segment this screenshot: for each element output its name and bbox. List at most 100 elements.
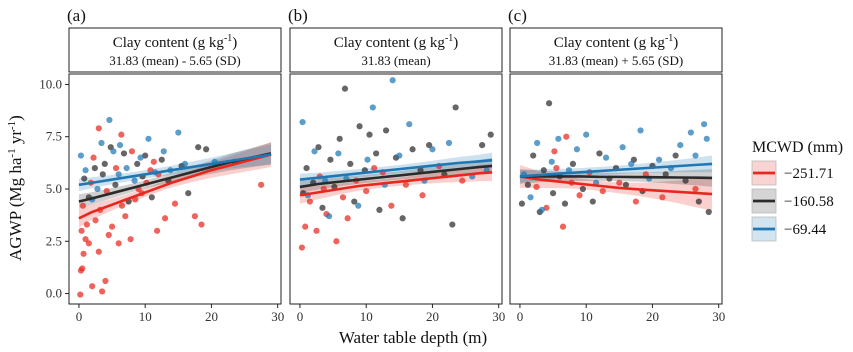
data-point: [563, 133, 570, 140]
x-axis-label: Water table depth (m): [339, 328, 487, 347]
data-point: [181, 160, 189, 168]
data-point: [487, 131, 494, 138]
data-point: [366, 131, 373, 138]
y-axis-label-sup1: -1: [6, 148, 18, 157]
data-point: [303, 164, 310, 172]
x-tick-label: 20: [205, 309, 218, 324]
y-axis-label-main: AGWP (Mg ha: [6, 157, 25, 261]
y-axis-label: AGWP (Mg ha-1 yr-1): [6, 115, 25, 261]
data-point: [530, 152, 537, 159]
data-point: [116, 141, 124, 149]
data-point: [77, 152, 85, 159]
data-point: [91, 164, 98, 172]
data-point: [81, 175, 88, 182]
data-point: [203, 146, 210, 153]
panel-1: (a) Clay content (g kg-1) 31.83 (mean) - 5…: [39, 6, 284, 324]
data-point: [551, 148, 558, 155]
strip-text: Clay content (g kg: [554, 35, 666, 51]
data-point: [579, 185, 586, 193]
data-point: [540, 167, 547, 174]
data-point: [576, 192, 583, 199]
fit-line: [519, 175, 713, 180]
data-point: [687, 129, 694, 136]
legend-item: −69.44: [751, 216, 827, 242]
data-point: [518, 200, 526, 207]
data-point: [306, 198, 313, 205]
fit-line: [299, 158, 493, 181]
data-point: [325, 213, 333, 220]
data-point: [99, 171, 106, 178]
data-point: [545, 100, 553, 107]
strip-sup: -1: [665, 33, 673, 44]
data-point: [672, 152, 679, 159]
data-point: [695, 198, 702, 205]
confidence-band: [78, 144, 272, 192]
data-point: [589, 198, 596, 205]
data-point: [399, 215, 406, 222]
data-point: [632, 198, 639, 205]
x-tick-label: 0: [76, 309, 83, 324]
data-point: [127, 236, 134, 243]
data-point: [112, 181, 119, 188]
data-point: [409, 146, 416, 153]
data-point: [118, 131, 125, 138]
data-point: [150, 158, 157, 165]
facet-strip: [68, 27, 282, 73]
fit-line: [78, 153, 272, 187]
data-point: [82, 167, 89, 174]
data-point: [429, 146, 436, 153]
data-point: [662, 171, 669, 178]
data-point: [382, 127, 390, 134]
data-point: [534, 139, 541, 147]
strip-text-end: ): [232, 35, 237, 51]
data-point: [616, 179, 623, 186]
data-point: [82, 236, 89, 243]
data-point: [302, 223, 309, 230]
data-point: [602, 154, 610, 161]
legend-title: MCWD (mm): [752, 139, 843, 156]
data-point: [98, 139, 105, 147]
data-point: [148, 194, 155, 201]
data-point: [459, 177, 466, 184]
data-point: [705, 208, 712, 216]
data-point: [128, 148, 136, 155]
data-point: [83, 221, 90, 228]
data-point: [599, 187, 606, 195]
data-point: [553, 164, 560, 172]
data-point: [538, 206, 545, 214]
x-tick-label: 20: [426, 309, 439, 324]
strip-text: Clay content (g kg: [334, 35, 446, 51]
data-point: [396, 152, 403, 159]
data-point: [123, 164, 130, 172]
data-point: [619, 144, 626, 151]
data-point: [419, 192, 426, 199]
x-tick-label: 0: [297, 309, 304, 324]
y-tick-label: 5.0: [46, 181, 62, 196]
data-point: [94, 185, 101, 193]
data-point: [583, 131, 590, 138]
data-point: [79, 202, 87, 209]
data-point: [479, 141, 486, 149]
panel-tag: (b): [288, 6, 308, 25]
data-point: [106, 116, 113, 124]
data-point: [703, 135, 710, 142]
data-point: [452, 104, 459, 111]
data-point: [154, 227, 161, 234]
data-point: [347, 160, 354, 168]
data-point: [102, 277, 109, 285]
data-point: [637, 127, 644, 134]
data-point: [449, 221, 456, 228]
data-point: [131, 177, 138, 184]
legend-item: −251.71: [751, 160, 834, 186]
data-point: [311, 148, 318, 155]
facet-strip-subtitle: 31.83 (mean) + 5.65 (SD): [549, 53, 683, 68]
data-point: [527, 194, 534, 201]
data-point: [103, 187, 110, 195]
facet-strip: [289, 27, 503, 73]
data-point: [533, 183, 540, 191]
data-point: [339, 194, 347, 201]
y-axis-label-sup2: -1: [6, 121, 18, 130]
data-point: [596, 150, 603, 157]
data-point: [344, 215, 351, 222]
